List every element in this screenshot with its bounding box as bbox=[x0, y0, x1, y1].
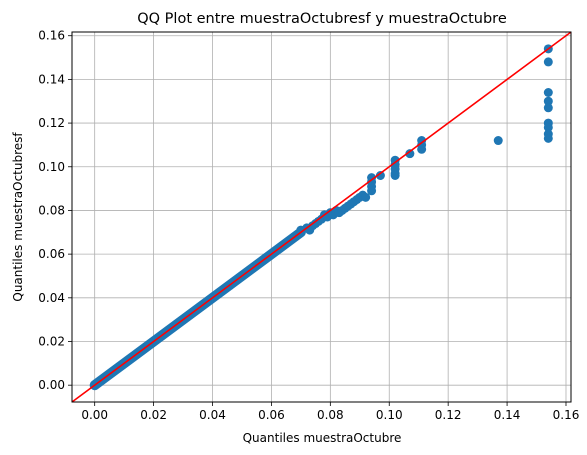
x-axis-label: Quantiles muestraOctubre bbox=[243, 431, 402, 445]
x-tick-label: 0.10 bbox=[376, 408, 403, 422]
grid bbox=[72, 32, 571, 402]
y-tick-label: 0.16 bbox=[38, 29, 65, 43]
y-tick-label: 0.00 bbox=[38, 378, 65, 392]
y-axis-label: Quantiles muestraOctubresf bbox=[11, 132, 25, 302]
data-point bbox=[361, 192, 371, 202]
data-point bbox=[543, 103, 553, 113]
y-tick-label: 0.04 bbox=[38, 291, 65, 305]
data-point bbox=[367, 186, 377, 196]
data-point bbox=[493, 136, 503, 146]
data-point bbox=[543, 88, 553, 98]
y-tick-label: 0.02 bbox=[38, 334, 65, 348]
x-tick-label: 0.12 bbox=[435, 408, 462, 422]
x-tick-label: 0.16 bbox=[553, 408, 580, 422]
data-point bbox=[390, 171, 400, 181]
y-tick-label: 0.12 bbox=[38, 116, 65, 130]
data-point bbox=[543, 122, 553, 132]
x-tick-label: 0.08 bbox=[317, 408, 344, 422]
data-point bbox=[375, 171, 385, 181]
y-tick-label: 0.06 bbox=[38, 247, 65, 261]
x-tick-label: 0.02 bbox=[140, 408, 167, 422]
data-point bbox=[417, 144, 427, 154]
y-tick-label: 0.08 bbox=[38, 203, 65, 217]
data-point bbox=[543, 133, 553, 143]
y-tick-label: 0.14 bbox=[38, 72, 65, 86]
data-point bbox=[543, 57, 553, 67]
x-tick-label: 0.14 bbox=[494, 408, 521, 422]
x-axis-ticks: 0.00 0.02 0.04 0.06 0.08 0.10 0.12 0.14 0.16 bbox=[81, 402, 579, 422]
reference-line bbox=[71, 31, 572, 403]
data-point bbox=[405, 149, 415, 159]
x-tick-label: 0.06 bbox=[258, 408, 285, 422]
plot-area bbox=[71, 31, 572, 403]
data-point bbox=[543, 96, 553, 106]
chart-title: QQ Plot entre muestraOctubresf y muestra… bbox=[137, 11, 507, 27]
x-tick-label: 0.00 bbox=[81, 408, 108, 422]
reference-line-group bbox=[71, 31, 572, 403]
x-tick-label: 0.04 bbox=[199, 408, 226, 422]
plot-frame bbox=[71, 31, 572, 403]
y-tick-label: 0.10 bbox=[38, 160, 65, 174]
y-axis-ticks: 0.00 0.02 0.04 0.06 0.08 0.10 0.12 0.14 0.16 bbox=[38, 29, 72, 392]
